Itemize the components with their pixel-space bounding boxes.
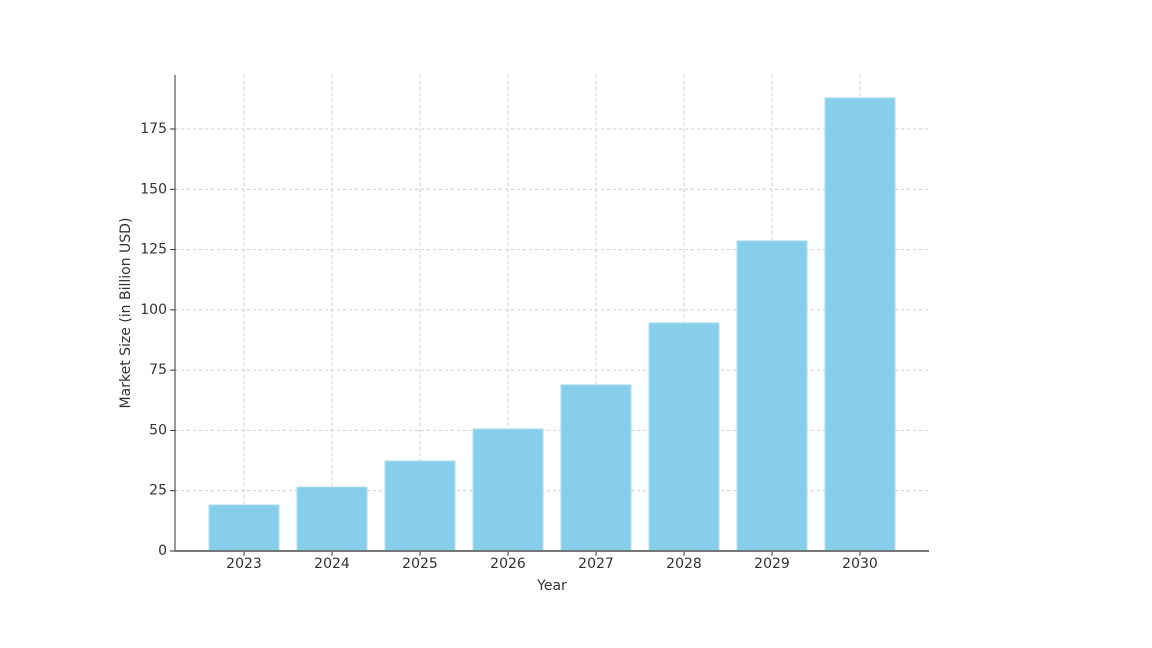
x-tick-label: 2028 (666, 556, 702, 572)
bar (560, 384, 632, 552)
x-tick-label: 2025 (402, 556, 438, 572)
x-tick-label: 2027 (578, 556, 614, 572)
y-tick-label: 175 (140, 121, 167, 137)
bar (824, 97, 896, 552)
y-tick-label: 100 (140, 302, 167, 318)
x-tick-label: 2030 (842, 556, 878, 572)
y-tick-label: 75 (149, 362, 167, 378)
bar (648, 322, 720, 552)
bar (472, 428, 544, 552)
y-tick-label: 150 (140, 181, 167, 197)
y-tick-label: 50 (149, 422, 167, 438)
bar (736, 240, 808, 552)
y-tick-label: 0 (158, 543, 167, 559)
y-tick-label: 125 (140, 242, 167, 258)
x-tick-label: 2024 (314, 556, 350, 572)
bar (384, 460, 456, 552)
x-axis-label: Year (536, 578, 567, 594)
y-tick-label: 25 (149, 483, 167, 499)
bar (208, 504, 280, 552)
bar (296, 486, 368, 552)
x-tick-label: 2029 (754, 556, 790, 572)
x-tick-label: 2023 (226, 556, 262, 572)
y-axis-label: Market Size (in Billion USD) (118, 218, 134, 409)
x-tick-label: 2026 (490, 556, 526, 572)
